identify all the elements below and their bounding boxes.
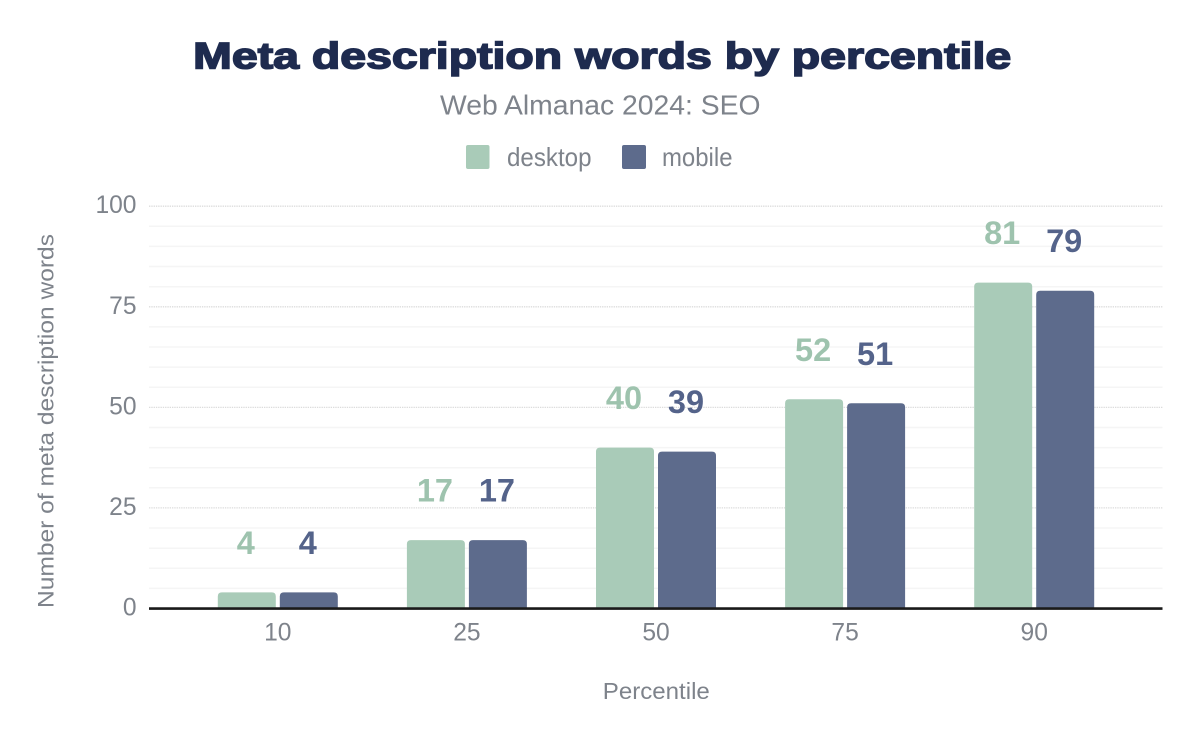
svg-text:39: 39 <box>668 384 704 420</box>
svg-text:90: 90 <box>1021 620 1048 647</box>
svg-text:4: 4 <box>237 525 255 561</box>
svg-text:desktop: desktop <box>507 142 592 172</box>
svg-text:100: 100 <box>95 192 136 219</box>
svg-text:Percentile: Percentile <box>603 678 710 704</box>
svg-text:75: 75 <box>109 293 136 320</box>
svg-text:40: 40 <box>606 380 642 416</box>
svg-text:10: 10 <box>264 620 291 647</box>
svg-text:50: 50 <box>642 620 669 647</box>
svg-text:0: 0 <box>123 595 137 622</box>
svg-text:25: 25 <box>109 494 136 521</box>
svg-text:81: 81 <box>984 215 1020 251</box>
svg-text:79: 79 <box>1046 223 1082 259</box>
svg-text:Meta description words by perc: Meta description words by percentile <box>193 36 1011 77</box>
svg-text:25: 25 <box>453 620 480 647</box>
svg-text:17: 17 <box>479 473 515 509</box>
svg-text:4: 4 <box>299 525 317 561</box>
svg-text:51: 51 <box>857 336 893 372</box>
svg-text:50: 50 <box>109 393 136 420</box>
svg-text:75: 75 <box>831 620 858 647</box>
svg-text:Number of meta description wor: Number of meta description words <box>34 234 59 608</box>
svg-text:52: 52 <box>795 332 831 368</box>
svg-text:17: 17 <box>417 473 453 509</box>
svg-text:Web Almanac 2024: SEO: Web Almanac 2024: SEO <box>440 90 761 121</box>
svg-text:mobile: mobile <box>662 142 733 172</box>
